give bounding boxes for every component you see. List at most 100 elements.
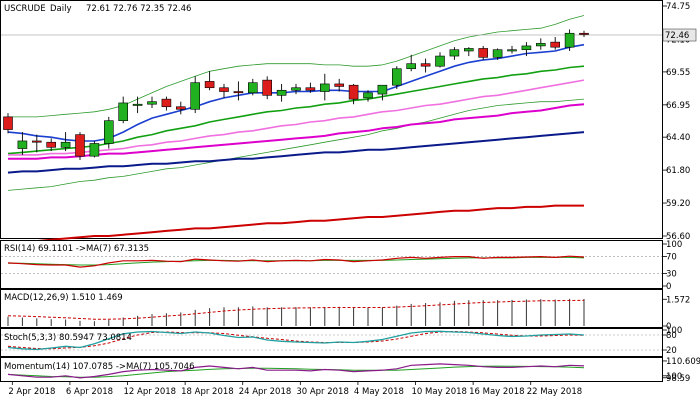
macd-y-axis: 1.572 0 [663, 295, 690, 332]
candle-down [348, 84, 359, 100]
candle-up [507, 49, 517, 52]
candle-down [233, 91, 244, 94]
candle-up [521, 45, 532, 51]
main-y-tick-label: 56.60 [666, 232, 690, 242]
candle-up [435, 55, 445, 67]
chart-header-symbol: USCRUDE [4, 4, 46, 14]
candle-down [579, 32, 589, 35]
candle-up [363, 92, 373, 99]
momentum-ma-line [7, 365, 585, 378]
momentum-label: Momentum(14) 107.0785 ->MA(7) 105.7046 [4, 362, 194, 372]
candle-up [89, 143, 100, 157]
stoch-k-line [7, 330, 585, 351]
candle-down [219, 87, 229, 92]
overlay-line [8, 79, 585, 156]
candle-up [564, 32, 575, 48]
rsi-label: RSI(14) 69.1101 ->MA(7) 67.3135 [4, 244, 149, 254]
candle-up [377, 84, 388, 95]
candle-up [463, 48, 474, 52]
candle-up [118, 102, 128, 121]
candle-down [262, 79, 273, 96]
macd-content [7, 298, 585, 326]
main-y-tick-label: 74.75 [666, 2, 690, 12]
candle-down [334, 83, 345, 87]
candle-up [17, 140, 28, 149]
candle-down [176, 106, 186, 110]
stoch-content [1, 330, 662, 351]
candle-down [31, 140, 42, 143]
main-y-tick-label: 66.95 [666, 101, 690, 111]
overlay-line [7, 204, 584, 245]
momentum-y-tick-label: 98.59 [666, 374, 690, 384]
macd-panel-frame [0, 289, 663, 328]
x-tick-label: 22 May 2018 [527, 387, 582, 397]
macd-panel: MACD(12,26,9) 1.510 1.469 1.572 0 [0, 289, 690, 332]
x-tick-label: 30 Apr 2018 [296, 387, 349, 397]
rsi-y-tick-label: 30 [666, 269, 677, 279]
overlay-line [7, 131, 585, 174]
rsi-y-axis: 100 70 30 0 [663, 240, 682, 292]
candle-down [204, 81, 215, 89]
main-y-tick-label: 59.20 [666, 199, 690, 209]
stoch-label: Stoch(5,3,3) 80.5947 73.0814 [4, 333, 132, 343]
stoch-y-tick-label: 80 [666, 331, 677, 341]
main-panel: USCRUDE Daily 72.61 72.76 72.35 72.46 74… [0, 0, 697, 245]
stoch-d-line [7, 330, 585, 350]
x-tick-label: 10 May 2018 [412, 387, 467, 397]
momentum-line [7, 363, 585, 379]
x-tick-label: 12 Apr 2018 [124, 387, 177, 397]
candle-up [248, 82, 258, 94]
candle-up [406, 63, 417, 70]
main-candles [3, 29, 589, 160]
chart-header-timeframe: Daily [50, 4, 72, 14]
x-tick-label: 16 May 2018 [469, 387, 524, 397]
candle-down [420, 63, 431, 67]
candle-up [147, 101, 157, 105]
candle-down [305, 87, 316, 91]
last-price-label: 72.46 [665, 31, 689, 41]
x-tick-label: 6 Apr 2018 [66, 387, 113, 397]
main-y-tick-label: 64.40 [666, 133, 690, 143]
candle-up [291, 87, 301, 91]
rsi-line [7, 255, 585, 268]
candle-down [161, 98, 172, 108]
last-price-tag: 72.46 [662, 28, 697, 42]
candle-up [319, 83, 330, 92]
rsi-y-tick-label: 70 [666, 253, 677, 263]
overlay-line [7, 65, 585, 155]
candle-down [550, 41, 561, 48]
chart-header-ohlc: 72.61 72.76 72.35 72.46 [86, 4, 191, 14]
last-price-box [662, 28, 697, 42]
momentum-content [7, 363, 585, 379]
candle-up [60, 141, 71, 148]
candle-up [132, 103, 143, 106]
candle-up [391, 68, 402, 86]
x-tick-label: 2 Apr 2018 [8, 387, 55, 397]
main-y-tick-label: 69.55 [666, 68, 690, 78]
x-axis: 2 Apr 2018 6 Apr 2018 12 Apr 2018 18 Apr 20… [8, 381, 582, 397]
candle-down [3, 116, 13, 130]
main-overlays [7, 15, 585, 245]
rsi-content [1, 255, 662, 274]
candle-up [449, 49, 460, 57]
momentum-y-tick-label: 110.6096 [666, 357, 700, 367]
macd-signal-line [7, 299, 585, 320]
rsi-panel: RSI(14) 69.1101 ->MA(7) 67.3135 100 70 30 0 [0, 240, 682, 292]
macd-y-tick-label: 0 [666, 322, 671, 332]
stoch-y-tick-label: 100 [666, 326, 682, 336]
momentum-y-tick-label: 100 [666, 372, 682, 382]
x-tick-label: 18 Apr 2018 [181, 387, 234, 397]
rsi-y-tick-label: 0 [666, 282, 671, 292]
candle-down [478, 48, 489, 58]
candle-up [492, 49, 503, 58]
overlay-line [8, 103, 585, 160]
candle-down [46, 141, 57, 148]
x-tick-label: 4 May 2018 [354, 387, 404, 397]
candle-up [535, 43, 546, 47]
candle-down [75, 134, 85, 157]
macd-label: MACD(12,26,9) 1.510 1.469 [4, 293, 123, 303]
overlay-line [7, 98, 585, 191]
